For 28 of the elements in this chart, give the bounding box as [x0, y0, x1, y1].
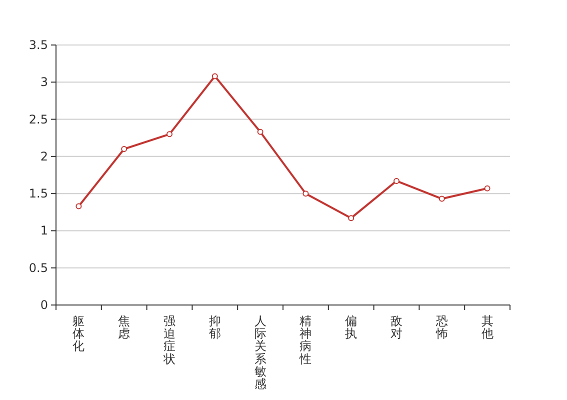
x-tick-label: 人际关系敏感 [254, 314, 266, 391]
y-tick-label: 1.5 [28, 186, 48, 201]
x-tick-label: 抑郁 [208, 314, 221, 341]
x-tick-label: 强迫症状 [162, 314, 176, 366]
point [348, 215, 354, 222]
point [438, 196, 445, 202]
x-tick-label: 其他 [481, 314, 494, 341]
x-tick-label: 敌对 [390, 314, 402, 341]
y-tick-label: 2 [40, 149, 48, 164]
x-tick-label: 躯体化 [72, 314, 85, 354]
point [484, 185, 490, 192]
x-tick-label: 精神病性 [298, 314, 312, 366]
y-tick-label: 2.5 [28, 112, 48, 126]
point [257, 128, 264, 135]
y-tick-label: 0 [40, 298, 48, 312]
x-tick-label: 恐怖 [434, 314, 448, 341]
y-tick-label: 1 [40, 224, 48, 238]
point [302, 190, 309, 197]
y-tick-label: 3.5 [28, 38, 48, 52]
x-tick-label: 焦虑 [118, 314, 130, 341]
point [212, 73, 218, 80]
x-tick-label: 偏执 [345, 314, 358, 341]
point [394, 178, 400, 184]
point [121, 146, 128, 152]
y-tick-label: 0.5 [28, 260, 48, 275]
y-tick-label: 3 [40, 75, 48, 90]
point [76, 203, 82, 210]
point [166, 131, 172, 138]
